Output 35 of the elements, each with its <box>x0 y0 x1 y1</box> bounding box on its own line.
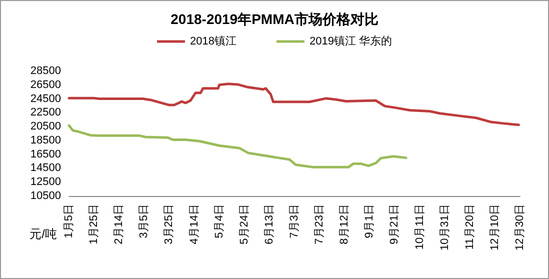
x-tick-label: 5月24日 <box>238 204 250 244</box>
x-tick-label: 1月25日 <box>88 204 100 244</box>
x-tick-label: 8月12日 <box>338 204 351 244</box>
y-tick-label: 18500 <box>30 134 61 146</box>
x-tick-label: 3月5日 <box>138 204 150 238</box>
legend-label: 2018镇江 <box>190 36 236 48</box>
x-tick-label: 1月5日 <box>63 204 75 238</box>
y-tick-label: 22500 <box>30 106 61 119</box>
legend-label: 2019镇江 华东的 <box>309 34 392 48</box>
x-tick-label: 4月14日 <box>188 204 200 244</box>
x-tick-label: 12月10日 <box>488 204 501 250</box>
x-tick-label: 5月4日 <box>213 204 226 238</box>
x-tick-label: 9月21日 <box>388 204 401 244</box>
x-tick-label: 3月25日 <box>163 204 176 244</box>
y-tick-label: 26500 <box>30 78 61 91</box>
y-tick-label: 20500 <box>30 120 61 133</box>
line-series <box>68 82 520 126</box>
x-tick-label: 10月11日 <box>414 204 426 250</box>
x-tick-label: 9月1日 <box>364 204 376 238</box>
chart-title: 2018-2019年PMMA市场价格对比 <box>170 11 378 27</box>
x-tick-label: 6月13日 <box>263 204 276 244</box>
y-axis-title: 元/吨 <box>30 227 57 241</box>
x-tick-label: 12月30日 <box>514 204 526 250</box>
line-series <box>68 124 408 168</box>
y-tick-label: 16500 <box>30 148 61 160</box>
y-tick-label: 10500 <box>30 190 61 202</box>
y-tick-label: 28500 <box>30 65 61 77</box>
y-tick-label: 14500 <box>30 162 61 174</box>
x-tick-label: 11月20日 <box>464 204 476 250</box>
x-tick-label: 7月3日 <box>288 204 300 238</box>
x-tick-label: 2月14日 <box>113 204 126 244</box>
x-tick-label: 10月31日 <box>438 204 451 250</box>
y-tick-label: 24500 <box>30 92 61 105</box>
y-tick-label: 12500 <box>30 176 61 188</box>
x-tick-label: 7月23日 <box>314 204 326 244</box>
